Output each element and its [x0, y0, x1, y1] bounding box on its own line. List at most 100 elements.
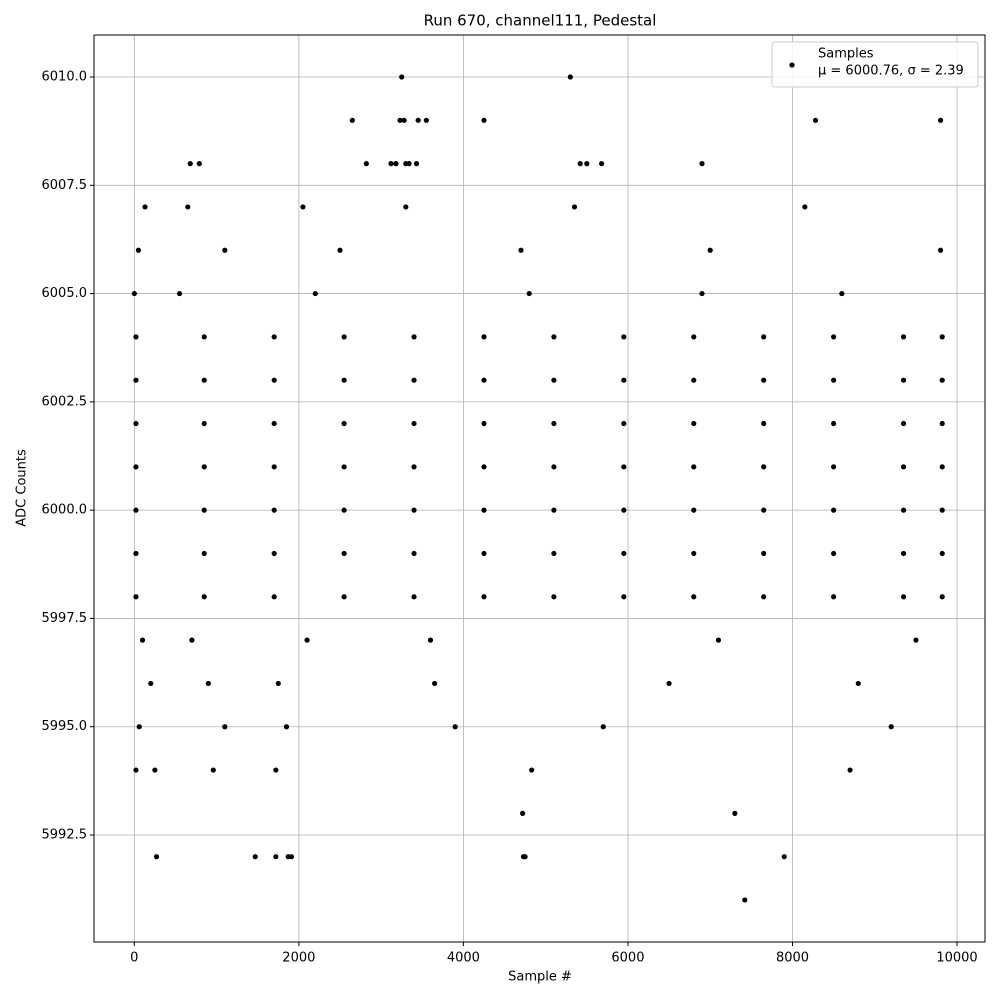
point	[411, 550, 417, 557]
point	[481, 594, 487, 600]
point	[401, 117, 407, 123]
point	[397, 117, 403, 123]
point	[481, 507, 487, 513]
point	[900, 377, 907, 383]
y-tick-label: 6002.5	[42, 394, 88, 409]
point	[201, 594, 207, 600]
x-tick-label: 6000	[611, 951, 644, 966]
point	[288, 854, 295, 860]
point	[699, 290, 705, 297]
point	[452, 724, 458, 730]
point	[388, 161, 394, 167]
point	[599, 161, 605, 167]
point	[699, 161, 705, 167]
point	[621, 334, 627, 340]
point	[275, 680, 281, 687]
point	[855, 680, 861, 687]
point	[142, 204, 148, 210]
point	[271, 377, 277, 383]
y-tick-label: 6010.0	[42, 70, 88, 85]
y-tick-label: 5995.0	[42, 719, 88, 734]
point	[481, 550, 487, 557]
point	[812, 117, 819, 123]
point	[551, 594, 557, 600]
point	[273, 767, 279, 773]
legend-stats: μ = 6000.76, σ = 2.39	[818, 64, 964, 79]
point	[411, 420, 417, 427]
point	[939, 377, 945, 383]
point	[222, 724, 228, 730]
point	[900, 594, 907, 600]
point	[761, 594, 767, 600]
point	[341, 550, 347, 557]
y-tick-label: 5997.5	[42, 611, 88, 626]
x-tick-label: 0	[130, 951, 138, 966]
point	[133, 507, 139, 513]
point	[406, 161, 412, 167]
point	[761, 377, 767, 383]
point	[133, 377, 139, 383]
point	[742, 897, 748, 903]
point	[691, 377, 697, 383]
point	[415, 117, 421, 123]
chart-title: Run 670, channel111, Pedestal	[424, 12, 657, 30]
point	[271, 507, 277, 513]
point	[481, 377, 487, 383]
point	[135, 247, 142, 253]
point	[518, 247, 524, 253]
point	[831, 420, 837, 427]
point	[691, 464, 697, 470]
point	[341, 464, 347, 470]
point	[621, 550, 627, 557]
point	[481, 334, 487, 340]
point	[666, 680, 672, 687]
point	[252, 854, 258, 860]
point	[481, 420, 487, 427]
point	[691, 550, 697, 557]
point	[781, 854, 787, 860]
y-tick-label: 6007.5	[42, 178, 88, 193]
point	[761, 550, 767, 557]
point	[526, 290, 532, 297]
point	[363, 161, 369, 167]
point	[133, 550, 139, 557]
point	[761, 507, 767, 513]
point	[201, 464, 207, 470]
point	[201, 507, 207, 513]
point	[621, 594, 627, 600]
point	[691, 420, 697, 427]
point	[201, 420, 207, 427]
point	[210, 767, 216, 773]
point	[312, 290, 318, 297]
point	[691, 507, 697, 513]
y-axis-label: ADC Counts	[15, 449, 30, 527]
point	[551, 420, 557, 427]
point	[271, 334, 277, 340]
x-tick-label: 10000	[936, 951, 977, 966]
point	[621, 377, 627, 383]
point	[271, 420, 277, 427]
point	[411, 507, 417, 513]
point	[621, 507, 627, 513]
point	[900, 334, 907, 340]
point	[584, 161, 590, 167]
point	[349, 117, 355, 123]
point	[621, 464, 627, 470]
point	[136, 724, 142, 730]
point	[839, 290, 845, 297]
point	[411, 334, 417, 340]
point	[715, 637, 722, 643]
point	[427, 637, 434, 643]
point	[201, 334, 207, 340]
point	[802, 204, 808, 210]
point	[900, 507, 907, 513]
x-tick-label: 2000	[282, 951, 315, 966]
point	[939, 594, 945, 600]
point	[201, 550, 207, 557]
point	[707, 247, 713, 253]
point	[413, 161, 420, 167]
point	[341, 507, 347, 513]
point	[900, 420, 907, 427]
point	[341, 334, 347, 340]
